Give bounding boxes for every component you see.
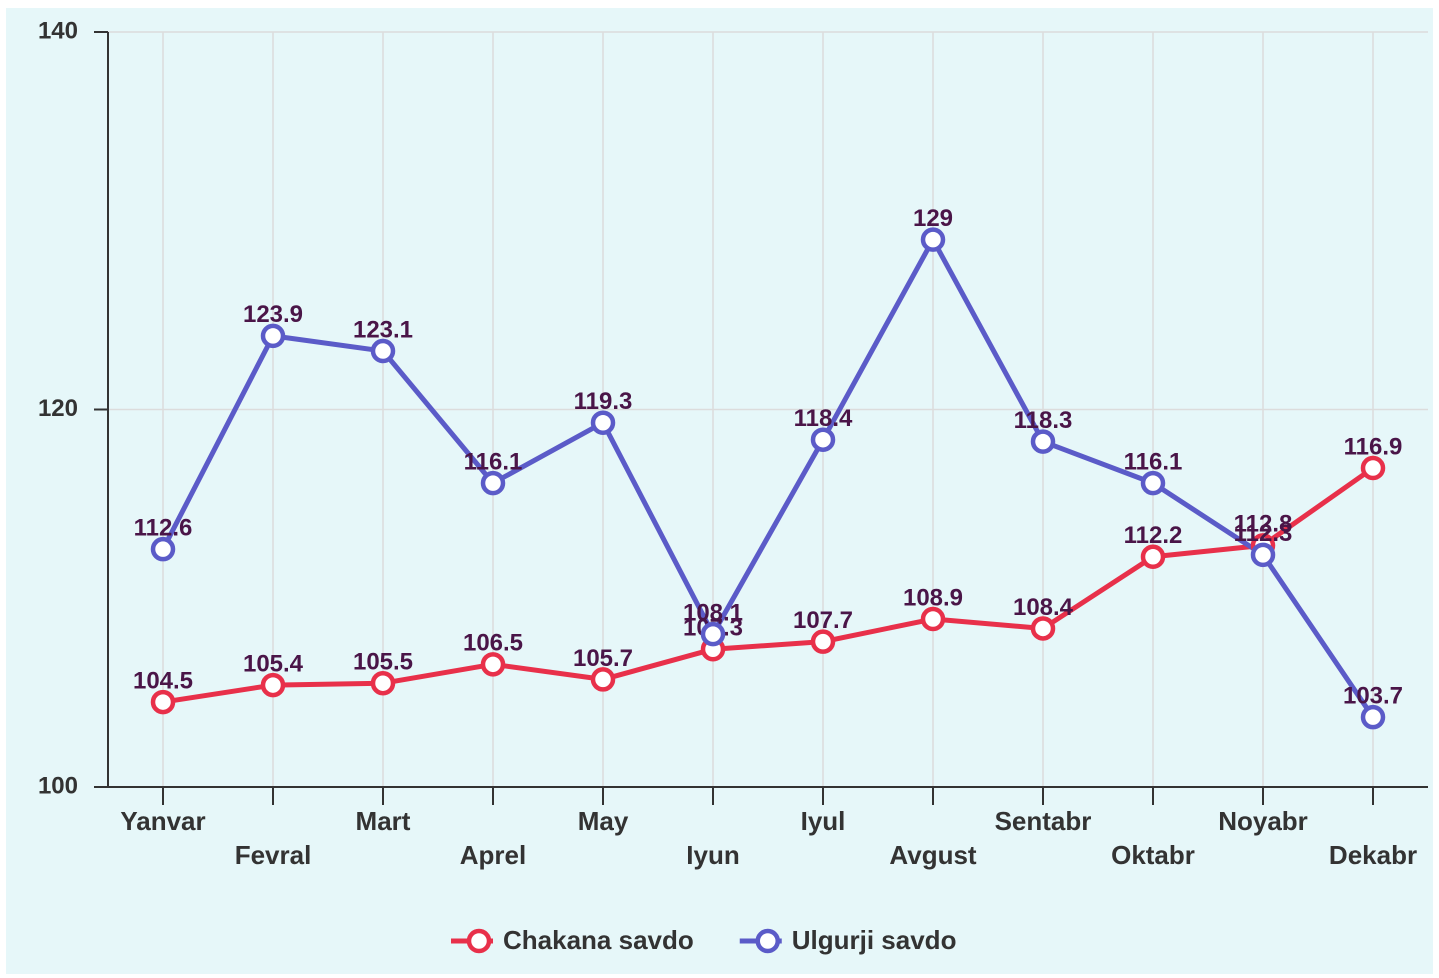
data-label: 116.1	[1124, 448, 1183, 475]
data-point	[260, 323, 286, 349]
data-point	[1360, 455, 1386, 481]
x-tick-label: Sentabr	[995, 806, 1092, 836]
data-label: 105.4	[243, 650, 304, 677]
legend-label: Ulgurji savdo	[792, 925, 957, 955]
data-label: 104.5	[133, 667, 193, 694]
data-point	[590, 667, 616, 692]
data-label: 112.8	[1234, 511, 1293, 538]
x-tick-label: Yanvar	[120, 806, 205, 836]
data-label: 103.7	[1343, 683, 1403, 710]
data-label: 107.7	[793, 607, 853, 634]
data-point	[1030, 429, 1056, 454]
data-label: 118.3	[1014, 407, 1073, 434]
legend-label: Chakana savdo	[503, 925, 694, 955]
data-label: 119.3	[574, 388, 633, 415]
data-point	[1030, 616, 1056, 641]
data-label: 116.1	[464, 448, 523, 475]
chart-background	[6, 8, 1433, 974]
data-label: 108.1	[683, 599, 743, 626]
legend-marker	[755, 928, 780, 954]
data-label: 118.4	[794, 405, 853, 432]
data-label: 116.9	[1344, 433, 1403, 460]
data-label: 112.3	[1234, 520, 1293, 547]
x-tick-label: Fevral	[235, 840, 312, 870]
data-point	[810, 629, 836, 654]
data-label: 112.2	[1124, 522, 1183, 549]
data-point	[1360, 704, 1386, 730]
data-label: 106.5	[463, 630, 523, 657]
x-tick-label: Avgust	[889, 840, 976, 870]
data-label: 105.5	[353, 649, 413, 676]
series-line	[162, 465, 1375, 705]
data-label: 123.9	[243, 301, 303, 328]
data-label: 112.6	[134, 515, 193, 542]
data-point	[1140, 470, 1166, 496]
data-point	[590, 410, 616, 435]
data-point	[920, 227, 946, 252]
data-point	[370, 338, 396, 364]
data-point	[920, 606, 946, 632]
x-tick-label: Dekabr	[1329, 840, 1417, 870]
y-tick-label: 100	[38, 772, 78, 799]
y-tick-label: 140	[38, 17, 78, 44]
x-tick-label: May	[578, 806, 629, 836]
data-point	[1140, 544, 1166, 569]
data-point	[150, 689, 176, 715]
data-label: 129	[913, 205, 953, 232]
data-point	[480, 470, 506, 496]
x-tick-label: Iyun	[686, 840, 739, 870]
data-point	[480, 652, 506, 677]
data-label: 123.1	[353, 316, 413, 343]
x-tick-label: Noyabr	[1218, 806, 1308, 836]
legend-marker	[466, 928, 492, 954]
x-tick-label: Aprel	[460, 840, 526, 870]
data-point	[700, 621, 726, 647]
data-label: 108.9	[903, 584, 963, 611]
data-point	[810, 427, 836, 452]
x-tick-label: Mart	[356, 806, 411, 836]
data-label: 105.7	[573, 645, 633, 672]
data-point	[370, 670, 396, 696]
x-tick-label: Oktabr	[1111, 840, 1195, 870]
data-point	[260, 672, 286, 698]
series-line	[160, 237, 1376, 719]
x-tick-label: Iyul	[801, 806, 846, 836]
data-point	[1250, 542, 1276, 568]
data-point	[150, 536, 176, 562]
y-tick-label: 120	[38, 395, 78, 422]
data-label: 108.4	[1013, 594, 1074, 621]
